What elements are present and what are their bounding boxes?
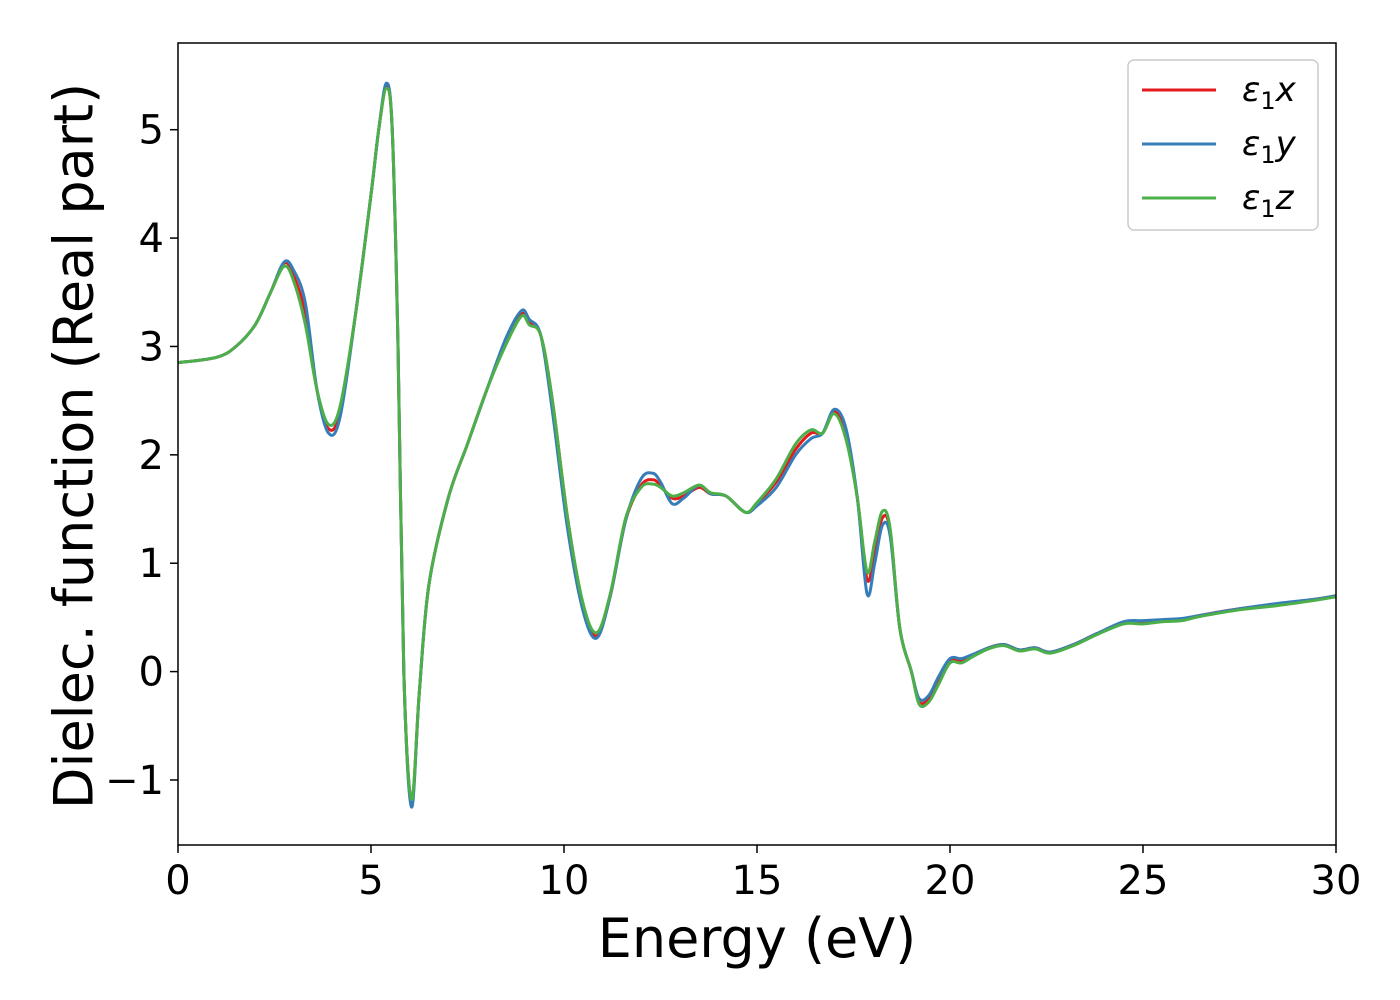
x-tick-label: 5: [358, 858, 383, 904]
series-layer: [178, 81, 1336, 809]
legend-box: [1127, 59, 1319, 231]
x-tick-label: 20: [925, 858, 976, 904]
y-tick-label: 5: [139, 108, 164, 154]
legend-label-y: ε1y: [1242, 124, 1297, 169]
x-axis-title: Energy (eV): [598, 907, 917, 970]
y-tick-label: 0: [139, 650, 164, 696]
x-tick-label: 30: [1311, 858, 1362, 904]
series-line-z: [178, 87, 1336, 801]
legend: ε1x ε1y ε1z: [1127, 59, 1319, 231]
x-tick-label: 15: [732, 858, 783, 904]
x-tick-label: 0: [165, 858, 190, 904]
x-tick-label: 10: [539, 858, 590, 904]
y-tick-label: 1: [139, 541, 164, 587]
y-tick-label: 2: [139, 433, 164, 479]
legend-label-x: ε1x: [1242, 70, 1297, 115]
y-tick-label: 3: [139, 324, 164, 370]
y-tick-label: −1: [105, 758, 164, 804]
tick-layer: 0 5 10 15 20 25 30 −1 0 1 2 3 4 5: [105, 108, 1361, 904]
y-tick-label: 4: [139, 216, 164, 262]
x-tick-label: 25: [1118, 858, 1169, 904]
legend-label-z: ε1z: [1242, 178, 1295, 223]
y-axis-title: Dielec. function (Real part): [43, 83, 106, 809]
